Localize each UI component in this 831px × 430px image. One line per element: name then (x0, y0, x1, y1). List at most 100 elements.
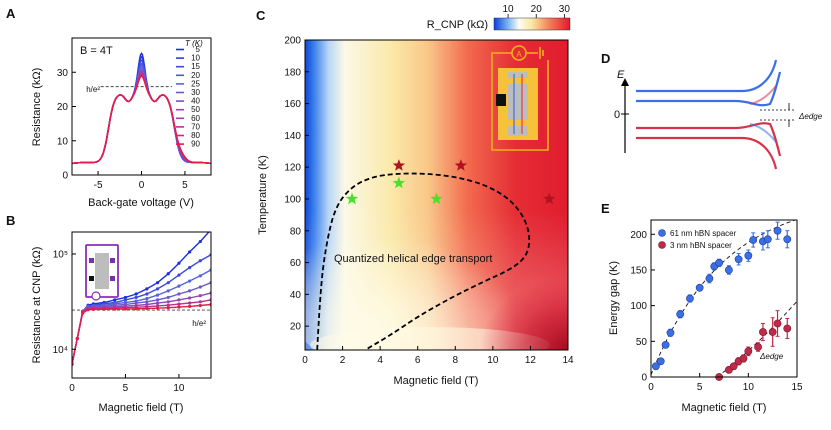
panel-b-point (198, 294, 202, 298)
point-61nm (773, 226, 782, 235)
legend-entry-T25: 25 (191, 79, 200, 88)
point-61nm (744, 251, 753, 260)
point-3nm (768, 328, 777, 336)
panel-c-xtick-label: 10 (487, 355, 499, 366)
panel-b-ytick-label: 10⁴ (53, 345, 68, 356)
panel-b-point (198, 303, 202, 308)
panel-b-point (166, 300, 170, 304)
panel-b-point (166, 306, 170, 310)
point-3nm (744, 347, 753, 356)
panel-e-ytick-label: 0 (641, 373, 647, 384)
point-3nm (729, 362, 738, 371)
panel-b-point (145, 297, 149, 301)
panel-c-ytick-label: 160 (284, 99, 301, 110)
panel-b-point (91, 307, 95, 312)
panel-b-point (188, 279, 192, 283)
panel-a-ytick-label: 30 (57, 68, 69, 79)
band-upper-outer (636, 59, 778, 93)
point-61nm (695, 283, 704, 292)
panel-b-point (145, 292, 149, 296)
colorbar-tick-label: 20 (531, 4, 543, 15)
panel-b-curve-6 (72, 303, 211, 365)
panel-a-curve-T90 (72, 75, 211, 165)
point-3nm (773, 319, 782, 328)
panel-b-point (134, 301, 138, 305)
panel-b-point (113, 307, 117, 311)
panel-b-point (177, 292, 181, 296)
panel-e-legend: 61 nm hBN spacer 3 nm hBN spacer (658, 229, 737, 250)
legend-entry-T50: 50 (191, 105, 200, 114)
panel-e-xtick-label: 0 (648, 382, 654, 393)
panel-b-point (177, 261, 181, 265)
panel-b-point (177, 273, 181, 277)
panel-c-xtick-label: 2 (340, 355, 346, 366)
panel-c-ytick-label: 100 (284, 194, 301, 205)
legend-entry-T90: 90 (191, 140, 200, 149)
panel-b-point (166, 295, 170, 300)
panel-b-xtick-label: 5 (123, 383, 129, 394)
panel-b-point (166, 281, 170, 285)
energy-axis-label: E (617, 69, 625, 81)
panel-b-xtick-label: 10 (173, 383, 185, 394)
panel-e-ytick-label: 200 (630, 230, 647, 241)
panel-b-curves (72, 228, 212, 366)
panel-b-point (166, 303, 170, 307)
panel-b-point (155, 301, 160, 305)
point-61nm (763, 235, 772, 244)
panel-b-curve-2 (72, 269, 211, 365)
point-61nm (749, 236, 758, 244)
panel-b-point (155, 298, 160, 302)
panel-b-hline-label: h/e² (192, 319, 206, 328)
band-lower-outer (636, 136, 778, 170)
panel-b-point (188, 250, 192, 254)
panel-b-point (134, 292, 138, 296)
panel-b-point (155, 287, 160, 291)
panel-d-gap-label: Δedge (798, 112, 823, 121)
panel-a-ytick-label: 0 (62, 171, 68, 182)
panel-c-ylabel: Temperature (K) (257, 155, 269, 234)
panel-c-ytick-label: 60 (290, 258, 302, 269)
panel-b-point (123, 298, 128, 302)
panel-c-ytick-label: 80 (290, 226, 302, 237)
point-61nm (666, 328, 675, 337)
panel-b-point (198, 274, 202, 278)
panel-b-point (188, 304, 192, 308)
legend-61nm: 61 nm hBN spacer (670, 229, 737, 238)
panel-c-device-icon: A (491, 45, 549, 151)
panel-e-letter: E (601, 201, 610, 216)
panel-c-ticks: 0 2 4 6 8 10 12 14 20 40 60 80 100 120 140 160 180 200 (284, 36, 574, 367)
panel-b-point (198, 300, 202, 304)
panel-b-point (209, 228, 212, 231)
panel-b-xlabel: Magnetic field (T) (99, 402, 184, 414)
panel-b-point (155, 293, 160, 297)
panel-e-xtick-label: 5 (697, 382, 703, 393)
panel-a-ytick-label: 20 (57, 102, 69, 113)
panel-c-ytick-label: 120 (284, 163, 301, 174)
point-3nm (754, 343, 762, 351)
panel-a-ytick-label: 10 (57, 136, 69, 147)
point-3nm (759, 328, 767, 336)
panel-c-xtick-label: 8 (453, 355, 459, 366)
panel-a-curves (72, 52, 211, 165)
green-star-marker (430, 192, 443, 205)
legend-entry-T15: 15 (191, 62, 200, 71)
panel-b-point (188, 289, 192, 293)
panel-b-point (177, 298, 181, 302)
colorbar (493, 17, 571, 31)
panel-b-point (166, 272, 170, 276)
band-lower-inner (636, 122, 782, 157)
panel-a-xtick-label: 5 (182, 180, 188, 191)
panel-b-ylabel: Resistance at CNP (kΩ) (31, 247, 43, 364)
point-61nm (661, 340, 670, 349)
panel-c-ytick-label: 140 (284, 131, 301, 142)
panel-b-point (123, 295, 128, 300)
panel-e-xtick-label: 15 (791, 382, 803, 393)
panel-b-point (188, 301, 192, 305)
red-star-marker (454, 159, 468, 171)
panel-b-ytick-label: 10⁵ (53, 249, 68, 260)
panel-b-point (75, 336, 79, 341)
point-3nm (783, 324, 792, 333)
